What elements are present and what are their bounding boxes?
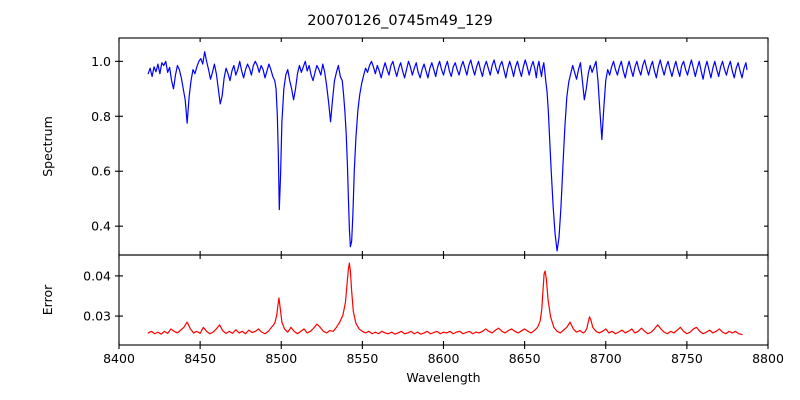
x-tick-label: 8500	[265, 351, 297, 366]
x-tick-label: 8650	[509, 351, 541, 366]
series-error	[147, 262, 743, 336]
error-panel-ylabel: Error	[40, 284, 55, 315]
x-tick-label: 8450	[184, 351, 216, 366]
x-axis-label: Wavelength	[406, 370, 480, 385]
x-tick-label: 8750	[671, 351, 703, 366]
y-tick-label: 0.4	[91, 219, 111, 234]
spectrum-panel: 0.4 0.6 0.8 1.0 Spectrum	[40, 37, 769, 256]
y-tick-label: 0.6	[91, 164, 111, 179]
series-spectrum	[147, 51, 748, 252]
y-tick-label: 0.04	[83, 268, 111, 283]
error-panel: 8400 8450 8500 8550 8600 8650 8700 8750 8800 0.03…	[40, 254, 784, 366]
x-tick-label: 8700	[590, 351, 622, 366]
x-tick-label: 8550	[346, 351, 378, 366]
x-tick-label: 8800	[752, 351, 784, 366]
chart-title: 20070126_0745m49_129	[307, 13, 493, 29]
x-tick-label: 8400	[103, 351, 135, 366]
spectrum-panel-ylabel: Spectrum	[40, 116, 55, 177]
y-tick-label: 1.0	[91, 54, 111, 69]
y-tick-label: 0.03	[83, 309, 111, 324]
y-tick-label: 0.8	[91, 109, 111, 124]
x-tick-label: 8600	[428, 351, 460, 366]
